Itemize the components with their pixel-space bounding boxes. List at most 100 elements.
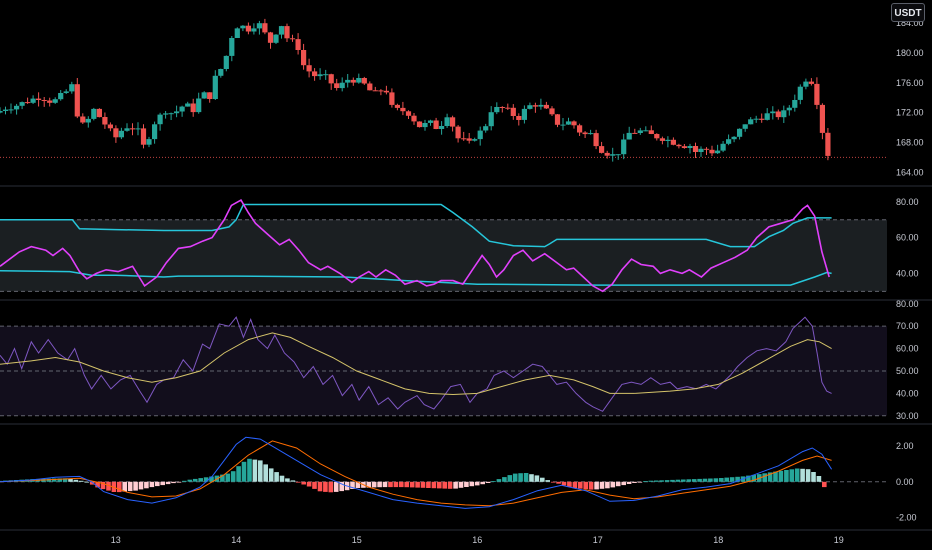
histogram-bar[interactable] — [138, 481, 144, 490]
candle-body[interactable] — [681, 146, 687, 148]
candle-body[interactable] — [560, 124, 566, 126]
candle-body[interactable] — [47, 100, 53, 103]
histogram-bar[interactable] — [767, 472, 773, 482]
stoch-k-line[interactable] — [0, 199, 830, 293]
candle-body[interactable] — [223, 55, 229, 69]
candle-body[interactable] — [786, 107, 792, 111]
histogram-bar[interactable] — [409, 481, 415, 488]
histogram-bar[interactable] — [225, 473, 231, 482]
candle-body[interactable] — [477, 130, 483, 140]
histogram-bar[interactable] — [453, 481, 458, 489]
candle-body[interactable] — [753, 118, 759, 120]
price-pane[interactable]: 184.00 180.00 176.00 172.00 168.00 164.00 — [0, 18, 924, 177]
histogram-bar[interactable] — [198, 478, 203, 482]
candle-body[interactable] — [301, 50, 307, 66]
histogram-bar[interactable] — [95, 481, 100, 488]
candle-body[interactable] — [383, 90, 389, 93]
candle-body[interactable] — [461, 138, 467, 140]
candle-body[interactable] — [797, 86, 803, 100]
candle-body[interactable] — [245, 25, 251, 32]
candle-body[interactable] — [455, 126, 461, 139]
candle-body[interactable] — [665, 139, 671, 141]
candle-body[interactable] — [328, 74, 334, 84]
histogram-bar[interactable] — [350, 481, 355, 489]
candle-body[interactable] — [554, 114, 561, 125]
candle-body[interactable] — [488, 112, 494, 127]
histogram-bar[interactable] — [437, 481, 442, 489]
histogram-bar[interactable] — [57, 478, 62, 482]
histogram-bar[interactable] — [160, 481, 165, 486]
histogram-bar[interactable] — [572, 481, 578, 489]
candle-body[interactable] — [709, 149, 715, 154]
histogram-bar[interactable] — [491, 481, 496, 482]
candle-body[interactable] — [626, 132, 632, 140]
candle-body[interactable] — [571, 121, 577, 126]
histogram-bar[interactable] — [485, 481, 491, 483]
histogram-bar[interactable] — [794, 468, 800, 482]
histogram-bar[interactable] — [431, 481, 437, 489]
histogram-bar[interactable] — [800, 468, 805, 482]
histogram-bar[interactable] — [659, 480, 664, 482]
histogram-bar[interactable] — [252, 459, 258, 482]
candle-body[interactable] — [450, 117, 456, 127]
histogram-bar[interactable] — [171, 481, 176, 484]
macd-line[interactable] — [0, 436, 833, 509]
candle-body[interactable] — [599, 146, 605, 153]
histogram-bar[interactable] — [339, 481, 344, 492]
histogram-bar[interactable] — [279, 475, 285, 482]
candle-body[interactable] — [527, 105, 533, 109]
candle-body[interactable] — [731, 136, 737, 140]
histogram-bar[interactable] — [133, 481, 138, 491]
histogram-bar[interactable] — [523, 473, 529, 482]
candle-body[interactable] — [416, 121, 423, 128]
histogram-bar[interactable] — [664, 480, 670, 482]
histogram-bar[interactable] — [599, 481, 605, 489]
candle-body[interactable] — [152, 124, 158, 140]
histogram-bar[interactable] — [220, 474, 225, 482]
candle-body[interactable] — [36, 98, 42, 100]
histogram-bar[interactable] — [735, 476, 740, 482]
candle-body[interactable] — [25, 102, 31, 104]
histogram-bar[interactable] — [296, 481, 301, 483]
candle-body[interactable] — [118, 130, 124, 138]
histogram-bar[interactable] — [149, 481, 155, 488]
histogram-bar[interactable] — [382, 481, 388, 488]
candle-body[interactable] — [140, 128, 147, 145]
histogram-bar[interactable] — [816, 476, 822, 482]
histogram-bar[interactable] — [632, 481, 637, 483]
candle-body[interactable] — [157, 114, 163, 125]
histogram-bar[interactable] — [637, 481, 643, 483]
candle-body[interactable] — [289, 38, 296, 40]
candle-body[interactable] — [439, 126, 445, 129]
candle-body[interactable] — [240, 25, 246, 29]
candle-body[interactable] — [659, 138, 665, 141]
histogram-bar[interactable] — [62, 478, 68, 482]
candle-body[interactable] — [516, 116, 522, 120]
candle-body[interactable] — [356, 78, 362, 83]
candle-body[interactable] — [102, 117, 108, 125]
histogram-bar[interactable] — [811, 472, 816, 482]
candle-body[interactable] — [698, 148, 704, 152]
histogram-bar[interactable] — [708, 478, 713, 482]
candle-body[interactable] — [378, 90, 384, 92]
histogram-bar[interactable] — [713, 478, 719, 482]
candle-body[interactable] — [19, 102, 25, 106]
lower-band-line[interactable] — [0, 269, 832, 286]
histogram-bar[interactable] — [263, 464, 268, 482]
histogram-bar[interactable] — [729, 477, 735, 482]
candle-body[interactable] — [814, 83, 820, 105]
histogram-bar[interactable] — [691, 479, 697, 482]
histogram-bar[interactable] — [746, 475, 751, 482]
candle-body[interactable] — [764, 113, 770, 120]
histogram-bar[interactable] — [290, 480, 296, 482]
candle-body[interactable] — [174, 111, 180, 114]
candle-body[interactable] — [218, 69, 224, 76]
histogram-bar[interactable] — [567, 481, 572, 487]
candle-body[interactable] — [234, 28, 240, 38]
candle-body[interactable] — [637, 130, 643, 133]
histogram-bar[interactable] — [306, 481, 312, 487]
histogram-bar[interactable] — [686, 479, 692, 482]
candle-body[interactable] — [74, 84, 80, 117]
rsi-pane[interactable]: 80.00 70.00 60.00 50.00 40.00 30.00 — [0, 299, 919, 421]
histogram-bar[interactable] — [393, 481, 399, 488]
